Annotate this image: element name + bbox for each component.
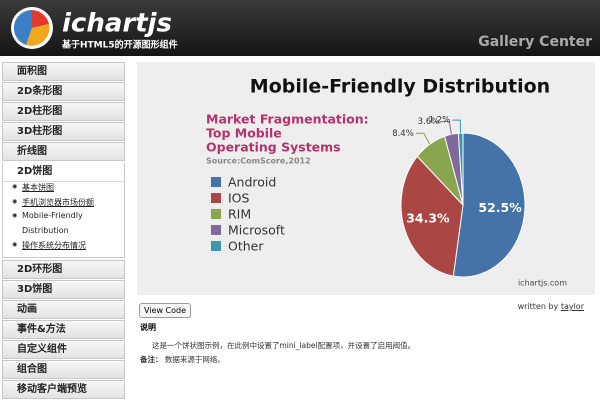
value-label: 8.4% xyxy=(392,129,414,139)
legend-swatch xyxy=(211,225,221,235)
menu-item[interactable]: 折线图 xyxy=(2,142,125,161)
header-art: ichartjs 基于HTML5的开源图形组件 Gallery Center xyxy=(11,7,592,51)
logo-text: ichartjs xyxy=(62,9,172,39)
author: written by taylor xyxy=(518,302,584,311)
legend-swatch xyxy=(211,241,221,251)
subtitle: Operating Systems xyxy=(206,140,341,155)
pie-slice xyxy=(457,132,464,206)
legend-label: IOS xyxy=(228,191,250,206)
author-prefix: written by xyxy=(517,302,559,311)
value-label: 34.3% xyxy=(406,211,450,226)
bullet: ◉ xyxy=(12,241,18,248)
value-label: 3.6% xyxy=(418,117,440,127)
author-link[interactable]: taylor xyxy=(560,302,584,311)
subtitle: Top Mobile xyxy=(206,126,282,141)
submenu-item[interactable]: Distribution xyxy=(22,226,69,235)
menu-item[interactable]: 2D柱形图 xyxy=(2,102,125,121)
legend-label: Android xyxy=(228,175,276,190)
note: 备注： 数据来源于网络。 xyxy=(140,354,225,365)
leader-line xyxy=(415,132,431,145)
source: Source:ComScore,2012 xyxy=(206,157,311,166)
note-label: 备注： xyxy=(140,355,163,364)
menu-item[interactable]: 2D环形图 xyxy=(2,260,125,279)
menu-item[interactable]: 动画 xyxy=(2,300,125,319)
legend-swatch xyxy=(211,177,221,187)
logo-slice xyxy=(26,24,50,46)
submenu-item[interactable]: 手机浏览器市场份额 ◉ xyxy=(12,198,94,207)
note-text: 数据来源于网络。 xyxy=(164,355,225,364)
bullet: ◉ xyxy=(12,183,18,190)
leader-line xyxy=(452,119,462,134)
logo-slice xyxy=(32,10,49,28)
submenu-item[interactable]: 基本饼图 ◉ xyxy=(12,183,54,192)
value-label: 1.2% xyxy=(429,116,451,126)
submenu-item[interactable]: Mobile-Friendly ◉ xyxy=(12,211,83,220)
view-code-button[interactable]: View Code xyxy=(139,303,192,318)
menu-item[interactable]: 组合图 xyxy=(2,360,125,379)
leader-line xyxy=(441,121,452,135)
menu-item[interactable]: 2D条形图 xyxy=(2,82,125,101)
legend-label: Other xyxy=(228,239,264,254)
menu-item[interactable]: 面积图 xyxy=(2,62,125,81)
bullet: ◉ xyxy=(12,212,18,219)
chart-footnote: ichartjs.com xyxy=(518,279,567,288)
submenu-item[interactable]: 操作系统分布情况 ◉ xyxy=(12,241,86,250)
menu-item-active[interactable]: 2D饼图 xyxy=(3,163,124,182)
desc-heading: 说明 xyxy=(140,323,156,332)
chart: Mobile-Friendly Distribution Market Frag… xyxy=(137,62,595,295)
legend-swatch xyxy=(211,209,221,219)
gallery-center: Gallery Center xyxy=(478,34,592,50)
menu-item[interactable]: 事件&方法 xyxy=(2,320,125,339)
legend-label: Microsoft xyxy=(228,223,285,238)
chart-title: Mobile-Friendly Distribution xyxy=(250,76,550,98)
logo-slice xyxy=(13,9,33,46)
menu-item[interactable]: 3D饼图 xyxy=(2,280,125,299)
bullet: ◉ xyxy=(12,198,18,205)
pie-slice xyxy=(400,155,464,277)
menu-item[interactable]: 3D柱形图 xyxy=(2,122,125,141)
legend-swatch xyxy=(211,193,221,203)
tagline: 基于HTML5的开源图形组件 xyxy=(61,39,178,51)
pie-slice xyxy=(452,132,526,278)
menu-item[interactable]: 自定义组件 xyxy=(2,340,125,359)
subtitle: Market Fragmentation: xyxy=(206,112,369,127)
menu-item[interactable]: 移动客户端预览 xyxy=(2,380,125,399)
description: 这是一个饼状图示例，在此例中设置了mini_label配置项，并设置了启用阀值。 xyxy=(152,341,416,350)
legend-label: RIM xyxy=(228,207,251,222)
value-label: 52.5% xyxy=(478,200,522,215)
header: ichartjs 基于HTML5的开源图形组件 Gallery Center xyxy=(0,0,600,56)
